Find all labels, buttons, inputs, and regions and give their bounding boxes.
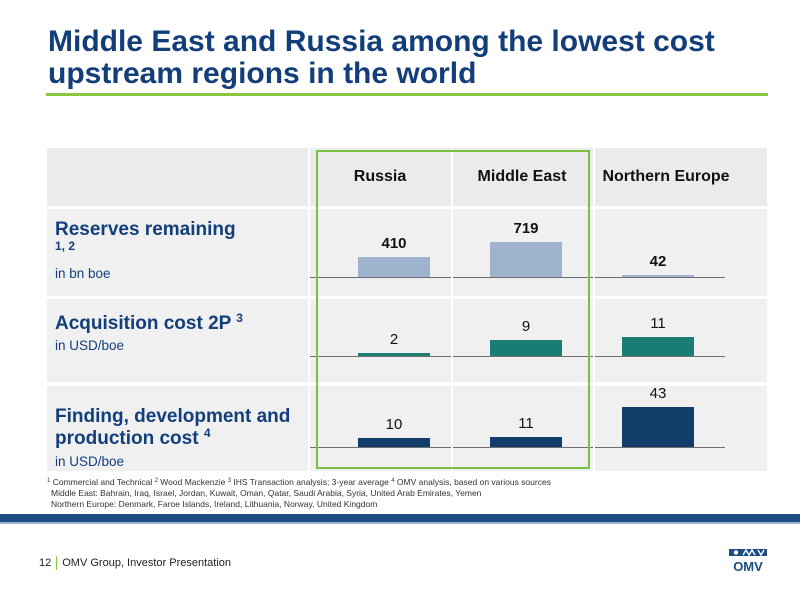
page-number: 12 (39, 557, 52, 569)
value-fdp-russia: 10 (385, 416, 403, 433)
footnote-ref: 4 (203, 426, 211, 440)
bar-acquisition-middle-east (490, 340, 562, 356)
value-acquisition-northern-europe: 11 (650, 315, 666, 332)
footer-band (0, 514, 800, 522)
title-underline (46, 93, 768, 96)
value-reserves-russia: 410 (381, 235, 407, 252)
comparison-table: Russia Middle East Northern Europe Reser… (47, 148, 767, 471)
footnotes: 1 Commercial and Technical 2 Wood Macken… (47, 477, 787, 510)
column-divider (593, 148, 595, 471)
value-fdp-northern-europe: 43 (649, 385, 667, 402)
logo-wordmark: OMV (733, 559, 763, 574)
row-baseline (308, 356, 725, 357)
highlight-box (316, 150, 590, 469)
row-unit-reserves: in bn boe (55, 266, 111, 281)
slide-title: Middle East and Russia among the lowest … (48, 25, 715, 90)
row-label-acquisition-cost: Acquisition cost 2P 3 (55, 311, 243, 334)
value-reserves-middle-east: 719 (513, 220, 539, 237)
bar-acquisition-russia (358, 353, 430, 356)
omv-logo-icon: OMV (729, 548, 767, 574)
footnote-ref: 1, 2 (55, 239, 76, 253)
footer-band-light (0, 522, 800, 524)
bar-acquisition-northern-europe (622, 337, 694, 356)
value-acquisition-russia: 2 (389, 331, 399, 348)
table-row-acquisition-cost: Acquisition cost 2P 3 in USD/boe 2 9 11 (47, 299, 767, 382)
column-divider (451, 148, 453, 471)
footnote-northern-europe: Northern Europe: Denmark, Faroe Islands,… (51, 499, 378, 509)
value-fdp-middle-east: 11 (518, 415, 534, 432)
bar-fdp-middle-east (490, 437, 562, 447)
column-divider (308, 148, 310, 471)
table-row-fd-production-cost: Finding, development and production cost… (47, 385, 767, 471)
bar-reserves-russia (358, 257, 430, 277)
column-header-middle-east: Middle East (477, 168, 567, 185)
bar-fdp-russia (358, 438, 430, 447)
row-label-reserves: Reserves remaining 1, 2 (55, 219, 236, 253)
row-baseline (308, 447, 725, 448)
footnote-middle-east: Middle East: Bahrain, Iraq, Israel, Jord… (51, 488, 482, 498)
column-header-northern-europe: Northern Europe (602, 168, 730, 185)
value-acquisition-middle-east: 9 (521, 318, 531, 335)
row-baseline (308, 277, 725, 278)
row-label-fd-production-cost: Finding, development and production cost… (55, 406, 291, 449)
footer-divider (56, 556, 58, 570)
footnote-ref: 3 (236, 311, 243, 325)
bar-fdp-northern-europe (622, 407, 694, 447)
footer: 12 OMV Group, Investor Presentation (39, 556, 231, 570)
row-unit-fd-production-cost: in USD/boe (55, 454, 125, 469)
row-unit-acquisition-cost: in USD/boe (55, 338, 125, 353)
bar-reserves-northern-europe (622, 275, 694, 277)
bar-reserves-middle-east (490, 242, 562, 277)
table-header-row: Russia Middle East Northern Europe (47, 148, 767, 206)
footer-text: OMV Group, Investor Presentation (62, 557, 231, 569)
column-header-russia: Russia (353, 168, 407, 185)
table-row-reserves: Reserves remaining 1, 2 in bn boe 410 71… (47, 209, 767, 296)
footnote-sources: 1 Commercial and Technical 2 Wood Macken… (47, 477, 551, 487)
value-reserves-northern-europe: 42 (649, 253, 667, 270)
